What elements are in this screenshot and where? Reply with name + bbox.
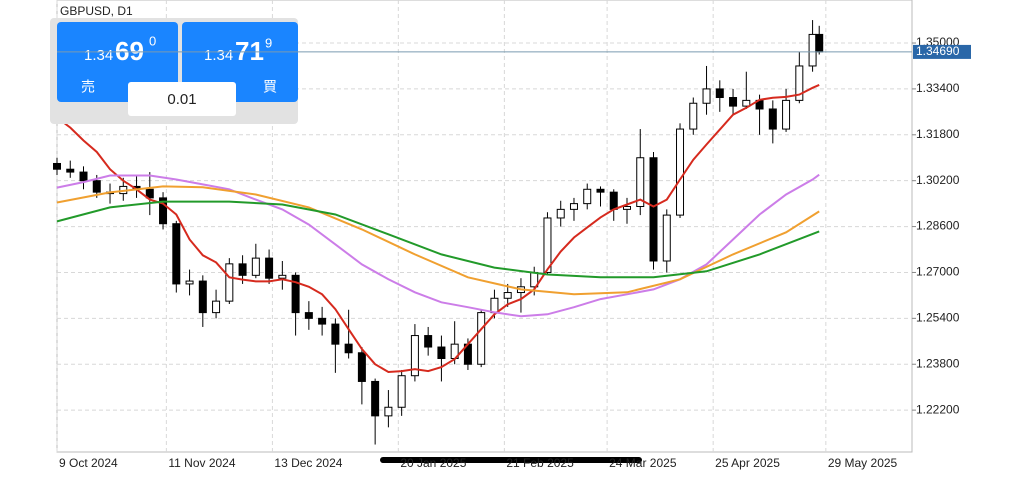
candle-body [808, 33, 817, 67]
candle-body [569, 203, 578, 210]
candle-body [278, 274, 287, 279]
buy-price-big: 71 [235, 36, 264, 66]
moving-average-line [56, 200, 820, 279]
candle-body [397, 375, 406, 408]
candle-body [410, 335, 419, 377]
candle-body [649, 157, 658, 262]
candle-body [357, 352, 366, 382]
candle-body [225, 263, 234, 302]
candle-body [304, 312, 313, 319]
trade-panel: 1.34 69 0 1.34 71 9 売 買 0.01 [50, 18, 298, 124]
y-tick-label: 1.28600 [916, 219, 960, 233]
y-tick-label: 1.23800 [916, 356, 960, 370]
candle-body [198, 280, 207, 314]
x-tick-label: 29 May 2025 [828, 456, 898, 470]
candle-body [145, 188, 154, 199]
candle-body [371, 380, 380, 417]
x-tick-label: 25 Apr 2025 [715, 456, 780, 470]
x-tick-label: 13 Dec 2024 [274, 456, 342, 470]
moving-average-line [56, 173, 820, 318]
candle-body [291, 274, 300, 314]
marks [53, 20, 824, 445]
candle-body [702, 88, 711, 104]
y-tick-label: 1.25400 [916, 311, 960, 325]
candle-body [623, 205, 631, 210]
candle-body [159, 197, 168, 225]
current-price-box [913, 44, 971, 59]
x-tick-label: 20 Jan 2025 [400, 456, 466, 470]
buy-label: 買 [263, 79, 277, 95]
candle-body [596, 188, 605, 193]
candle-body [79, 171, 88, 182]
candle-body [676, 128, 685, 216]
chart-title: GBPUSD, D1 [60, 4, 133, 18]
buy-price-sup: 9 [265, 35, 272, 50]
candle-body [689, 102, 698, 130]
candle-body [185, 280, 194, 285]
candle-body [344, 343, 353, 354]
candle-body [768, 108, 777, 130]
x-tick-label: 24 Mar 2025 [609, 456, 677, 470]
y-tick-label: 1.31800 [916, 127, 960, 141]
candle-body [437, 346, 446, 360]
candle-body [503, 292, 512, 299]
candle-body [583, 188, 592, 205]
candle-body [212, 300, 221, 314]
candle-body [729, 97, 738, 107]
x-tick-label: 11 Nov 2024 [168, 456, 235, 470]
candle-body [742, 99, 751, 107]
y-tick-label: 1.27000 [916, 265, 960, 279]
lot-box[interactable] [128, 82, 236, 116]
moving-average-line [56, 185, 820, 296]
scroll-indicator [380, 457, 642, 463]
candle-body [556, 208, 565, 219]
candle-body [331, 323, 340, 345]
candle-body [53, 162, 61, 170]
sell-price-small: 1.34 [84, 47, 113, 64]
candle-body [424, 335, 433, 348]
lot-value: 0.01 [167, 91, 196, 108]
candle-body [490, 297, 499, 314]
candle-body [172, 223, 181, 285]
candle-body [265, 257, 274, 279]
candle-body [815, 33, 824, 53]
candle-body [636, 157, 645, 207]
candle-body [92, 180, 101, 193]
candle-body [477, 312, 486, 365]
y-tick-label: 1.33400 [916, 81, 960, 95]
sell-label: 売 [81, 79, 95, 95]
candle-body [66, 168, 75, 173]
buy-price-small: 1.34 [204, 47, 233, 64]
candle-body [715, 88, 724, 99]
candle-body [795, 65, 804, 101]
sell-price-sup: 0 [149, 33, 156, 48]
moving-average-line [56, 83, 820, 374]
y-tick-label: 1.22200 [916, 402, 960, 416]
candle-body [238, 263, 247, 276]
x-tick-label: 9 Oct 2024 [59, 456, 118, 470]
y-tick-label: 1.30200 [916, 173, 960, 187]
candle-body [384, 406, 393, 417]
candle-body [251, 257, 260, 276]
x-tick-label: 21 Feb 2025 [506, 456, 574, 470]
candle-body [543, 217, 552, 273]
candle-body [318, 317, 327, 325]
current-price-label: 1.34690 [916, 44, 960, 58]
sell-price-big: 69 [115, 36, 144, 66]
candle-body [782, 99, 791, 130]
candle-body [609, 191, 618, 210]
candle-body [662, 214, 671, 262]
